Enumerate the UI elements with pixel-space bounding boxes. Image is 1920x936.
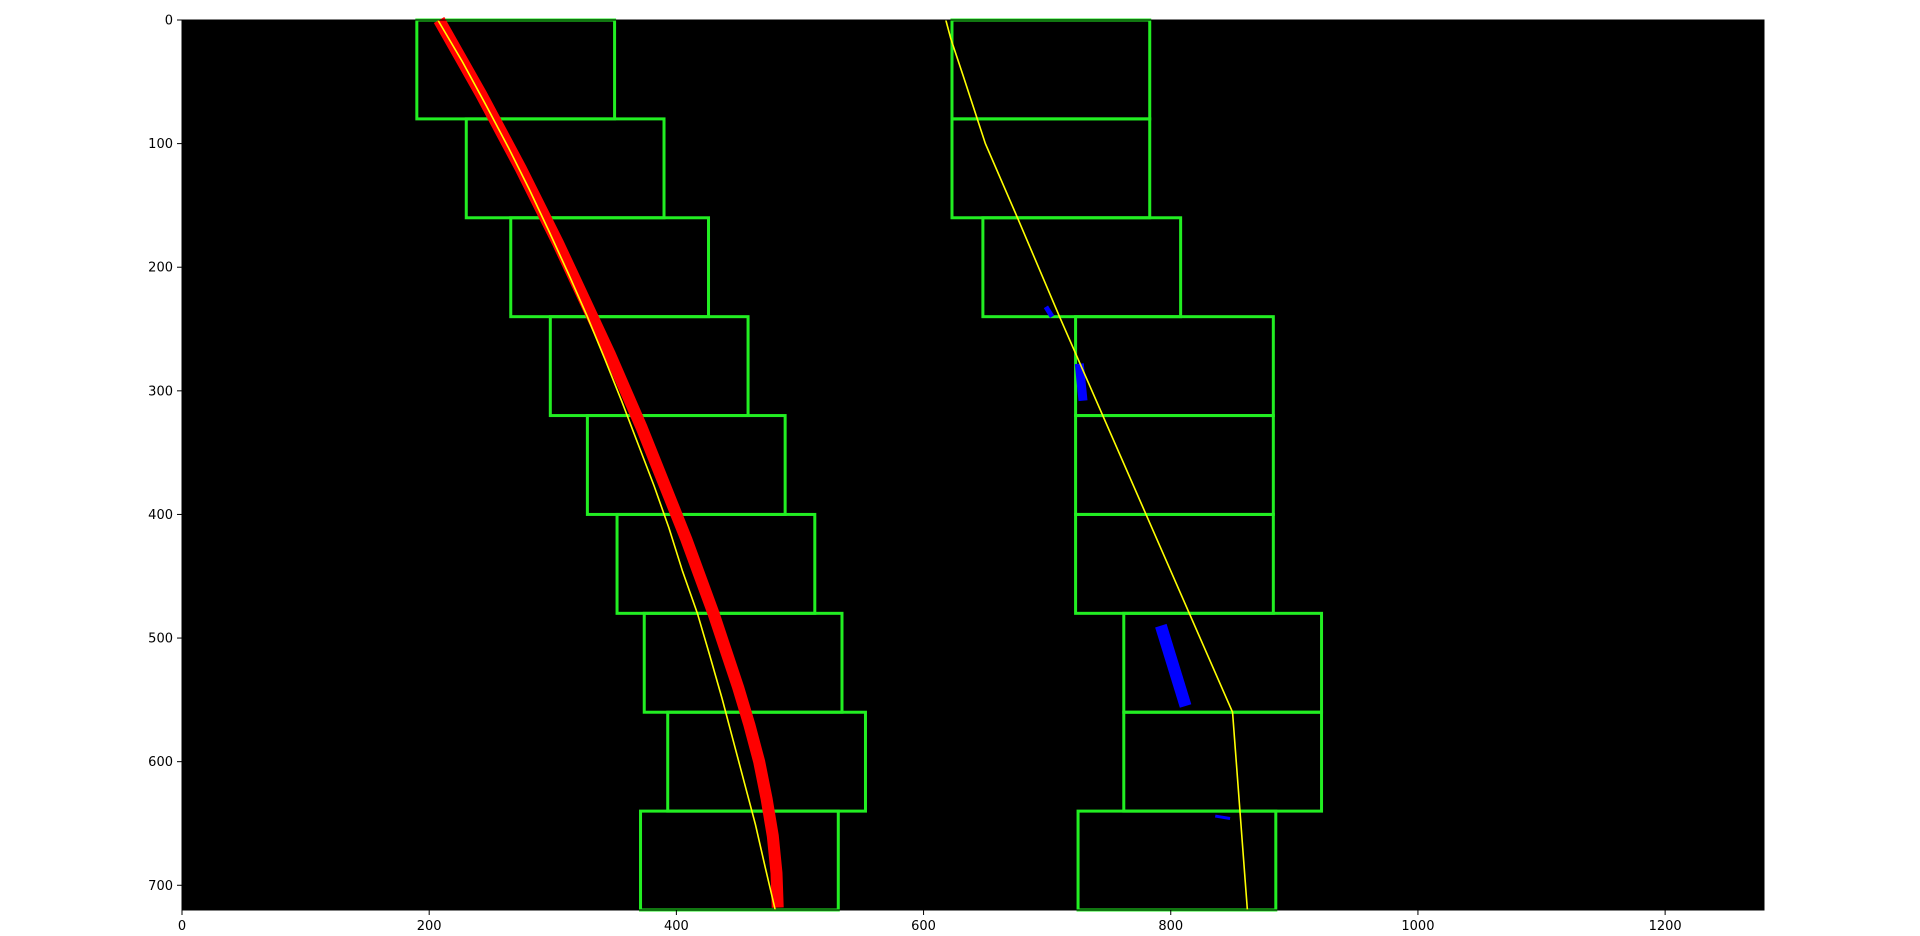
x-tick-label: 800 xyxy=(1158,919,1183,934)
right-lane-pixels-0 xyxy=(1043,305,1055,318)
y-tick-label: 400 xyxy=(148,508,173,523)
x-tick-label: 0 xyxy=(178,919,186,934)
plot-background xyxy=(182,20,1764,910)
fit-line-right xyxy=(945,19,1249,911)
polynomial-fits xyxy=(437,19,1249,911)
y-tick-label: 0 xyxy=(165,14,173,29)
fit-line-left xyxy=(437,19,777,911)
x-tick-label: 1200 xyxy=(1649,919,1682,934)
x-tick-label: 400 xyxy=(664,919,689,934)
y-tick-label: 300 xyxy=(148,384,173,399)
axes: 0 200 400 600 800 1000 1200 0 100 200 300 400 500 600… xyxy=(148,14,1765,934)
x-tick-label: 1000 xyxy=(1401,919,1434,934)
axes-frame xyxy=(181,19,1765,911)
y-tick-label: 500 xyxy=(148,632,173,647)
sliding-windows xyxy=(415,18,1324,912)
x-tick-label: 200 xyxy=(417,919,442,934)
right-lane-pixels-3 xyxy=(1214,814,1231,821)
lane-pixels xyxy=(433,17,1231,908)
y-tick-label: 200 xyxy=(148,261,173,276)
y-tick-label: 600 xyxy=(148,755,173,770)
right-lane-pixels-2 xyxy=(1155,623,1192,708)
left-lane-pixels xyxy=(433,17,784,908)
right-lane-pixels-1 xyxy=(1074,363,1088,402)
y-tick-label: 700 xyxy=(148,879,173,894)
x-tick-label: 600 xyxy=(911,919,936,934)
y-tick-label: 100 xyxy=(148,137,173,152)
